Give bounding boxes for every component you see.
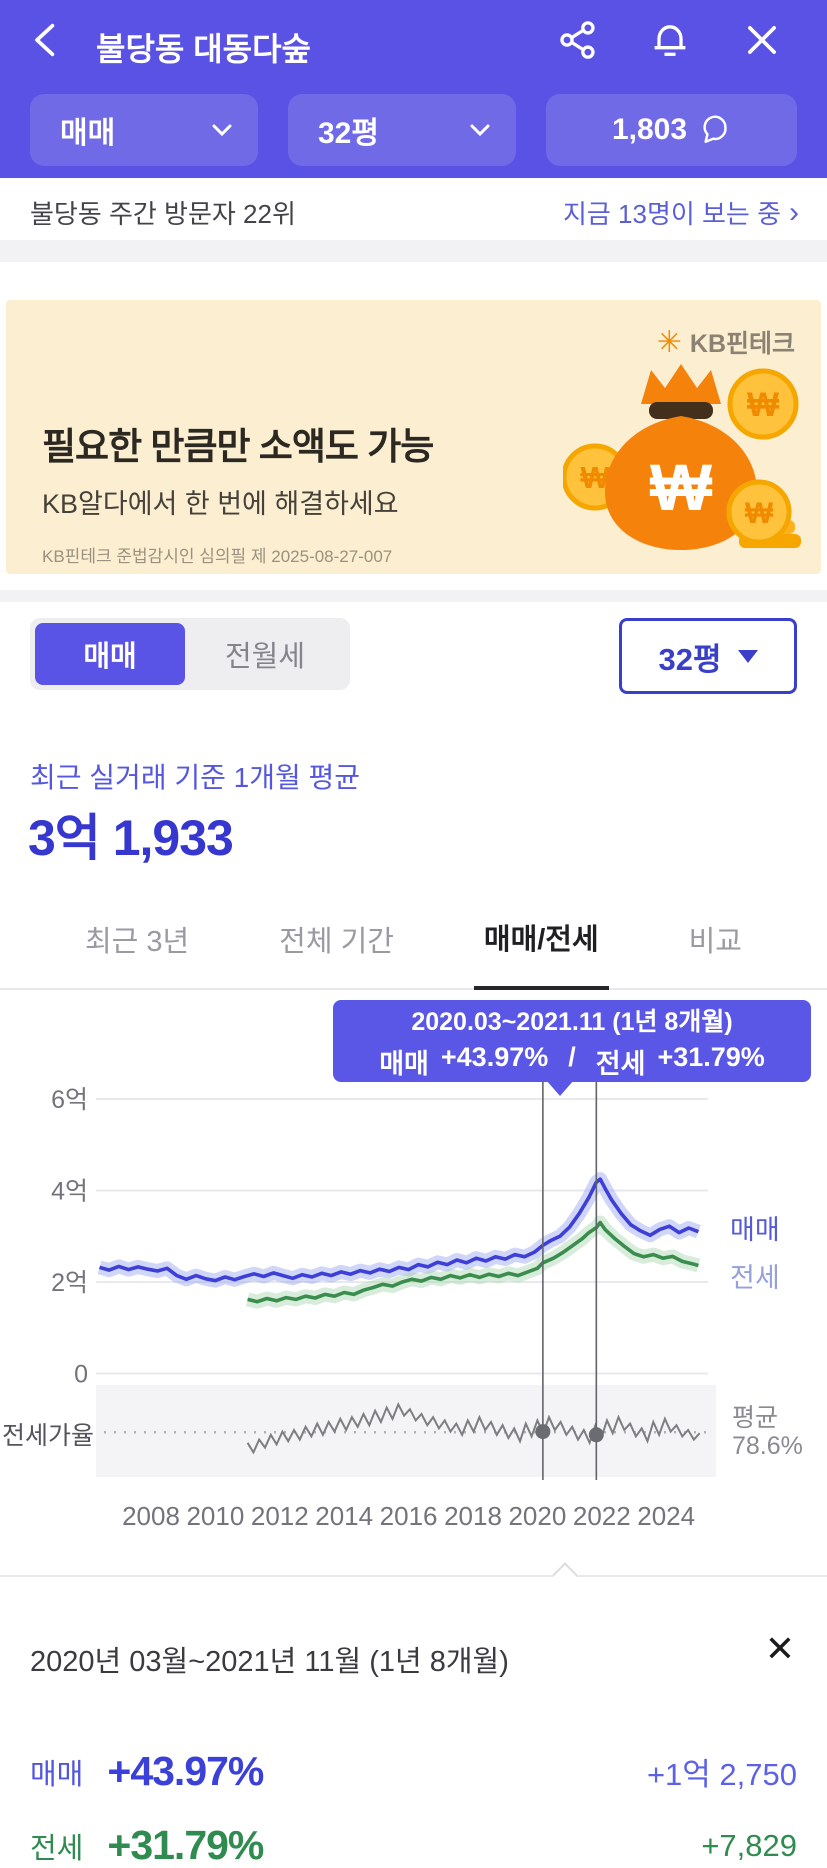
chart-tabs: 최근 3년 전체 기간 매매/전세 비교	[0, 906, 827, 990]
detail-close-icon[interactable]: ✕	[764, 1628, 795, 1669]
chart-area-select[interactable]: 32평	[619, 618, 797, 694]
svg-text:2012: 2012	[251, 1501, 309, 1531]
trade-type-toggle: 매매 전월세	[30, 618, 350, 690]
favorite-count: 1,803	[611, 113, 688, 146]
tab-all-period[interactable]: 전체 기간	[279, 926, 394, 958]
kb-fintech-logo: ✳ KB핀테크	[657, 324, 795, 360]
detail-row-sale: 매매 +43.97% +1억 2,750	[30, 1748, 797, 1795]
detail-jeonse-label: 전세	[30, 1832, 84, 1865]
kb-brand-name: KB핀테크	[689, 330, 795, 358]
ad-subtext: KB알다에서 한 번에 해결하세요	[42, 489, 399, 519]
detail-period-title: 2020년 03월~2021년 11월 (1년 8개월)	[30, 1646, 509, 1678]
chart-range-tooltip: 2020.03~2021.11 (1년 8개월) 매매 +43.97% / 전세…	[333, 1000, 811, 1082]
chevron-down-icon	[212, 124, 232, 136]
tab-recent-3y[interactable]: 최근 3년	[84, 926, 190, 958]
svg-text:6억: 6억	[51, 1086, 88, 1114]
ad-headline: 필요한 만큼만 소액도 가능	[42, 426, 434, 467]
triangle-down-icon	[737, 649, 758, 663]
tooltip-jeonse-label: 전세	[595, 1048, 646, 1079]
ad-disclaimer: KB핀테크 준법감시인 심의필 제 2025-08-27-007	[42, 547, 393, 566]
svg-text:2014: 2014	[315, 1501, 373, 1531]
section-divider	[0, 590, 827, 602]
trade-type-value: 매매	[60, 117, 116, 150]
svg-text:2024: 2024	[637, 1501, 695, 1531]
area-value: 32평	[318, 117, 379, 150]
legend-sale: 매매	[730, 1215, 780, 1245]
close-icon[interactable]	[740, 18, 784, 62]
svg-text:₩: ₩	[745, 497, 774, 530]
live-viewers-link[interactable]: 지금 13명이 보는 중 ›	[563, 194, 799, 231]
detail-sale-amount: +1억 2,750	[646, 1757, 797, 1792]
svg-text:₩: ₩	[747, 386, 780, 424]
svg-text:2억: 2억	[51, 1269, 88, 1297]
page-title: 불당동 대동다숲	[96, 31, 311, 67]
detail-jeonse-amount: +7,829	[701, 1827, 797, 1863]
detail-jeonse-percent: +31.79%	[107, 1822, 264, 1868]
average-price: 3억 1,933	[28, 810, 234, 866]
legend-jeonse: 전세	[730, 1263, 780, 1293]
svg-text:2008: 2008	[122, 1501, 180, 1531]
tooltip-sale-change: +43.97%	[440, 1041, 549, 1072]
tab-sale-jeonse[interactable]: 매매/전세	[473, 916, 609, 990]
tooltip-period: 2020.03~2021.11 (1년 8개월)	[411, 1007, 733, 1036]
back-icon[interactable]	[26, 18, 70, 62]
tooltip-changes: 매매 +43.97% / 전세 +31.79%	[379, 1042, 765, 1081]
toggle-rent[interactable]: 전월세	[224, 641, 306, 673]
tab-compare[interactable]: 비교	[688, 926, 742, 958]
jeonse-ratio-label: 전세가율	[2, 1422, 95, 1450]
weekly-visitor-rank: 불당동 주간 방문자 22위	[30, 199, 296, 229]
favorite-count-button[interactable]: 1,803	[546, 94, 797, 166]
trade-type-dropdown[interactable]: 매매	[30, 94, 258, 166]
svg-text:2010: 2010	[186, 1501, 244, 1531]
svg-text:4억: 4억	[51, 1178, 88, 1206]
detail-sale-label: 매매	[30, 1758, 84, 1791]
toggle-sale[interactable]: 매매	[35, 623, 185, 685]
app-header: 불당동 대동다숲 매매 32평	[0, 0, 827, 178]
ratio-average-value: 78.6%	[732, 1432, 803, 1460]
tooltip-jeonse-change: +31.79%	[657, 1041, 765, 1072]
share-icon[interactable]	[556, 18, 600, 62]
price-history-chart-area: 6억 4억 2억 0 2008 2010 2012 2014 2016 2018 2020 2022 2…	[0, 990, 827, 1577]
speech-bubble-icon	[703, 115, 727, 143]
bottom-sheet-divider	[0, 1575, 827, 1577]
svg-text:2022: 2022	[573, 1501, 631, 1531]
tooltip-sale-label: 매매	[379, 1048, 429, 1079]
live-viewers-text: 지금 13명이 보는 중	[562, 199, 781, 229]
detail-row-jeonse: 전세 +31.79% +7,829	[30, 1822, 797, 1868]
detail-sale-percent: +43.97%	[107, 1748, 264, 1794]
chart-area-value: 32평	[658, 641, 722, 677]
price-caption: 최근 실거래 기준 1개월 평균	[30, 762, 361, 793]
svg-text:₩: ₩	[650, 450, 713, 524]
chevron-right-icon: ›	[789, 195, 799, 229]
tooltip-divider: /	[568, 1041, 576, 1072]
svg-text:0: 0	[74, 1361, 88, 1389]
svg-text:2016: 2016	[380, 1501, 438, 1531]
tooltip-caret	[546, 1080, 574, 1096]
kb-star-icon: ✳	[656, 325, 682, 359]
money-bag-illustration: ₩ ₩ ₩ ₩	[563, 364, 801, 550]
ad-banner[interactable]: ✳ KB핀테크 필요한 만큼만 소액도 가능 KB알다에서 한 번에 해결하세요…	[6, 300, 821, 574]
svg-text:2020: 2020	[508, 1501, 566, 1531]
svg-text:2018: 2018	[444, 1501, 502, 1531]
notification-bell-icon[interactable]	[648, 18, 692, 62]
chevron-down-icon	[470, 124, 490, 136]
section-divider	[0, 240, 827, 262]
area-dropdown[interactable]: 32평	[288, 94, 516, 166]
ratio-average-label: 평균	[732, 1404, 779, 1432]
